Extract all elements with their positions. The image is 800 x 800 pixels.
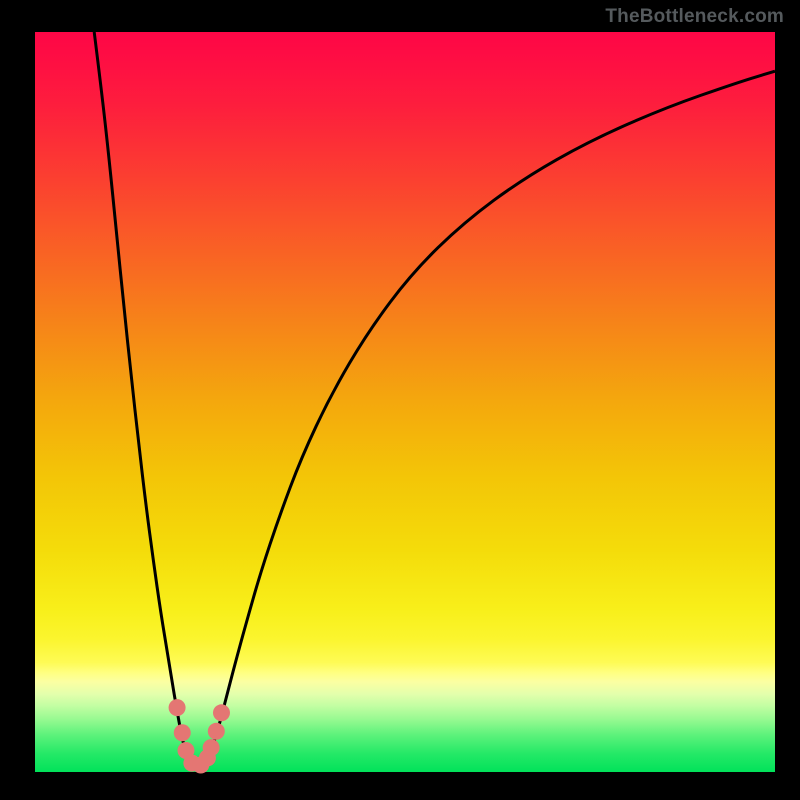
marker-dot	[203, 739, 220, 756]
chart-svg	[0, 0, 800, 800]
marker-dot	[174, 724, 191, 741]
marker-dot	[208, 723, 225, 740]
marker-dot	[213, 704, 230, 721]
marker-dot	[169, 699, 186, 716]
plot-area	[35, 32, 775, 772]
